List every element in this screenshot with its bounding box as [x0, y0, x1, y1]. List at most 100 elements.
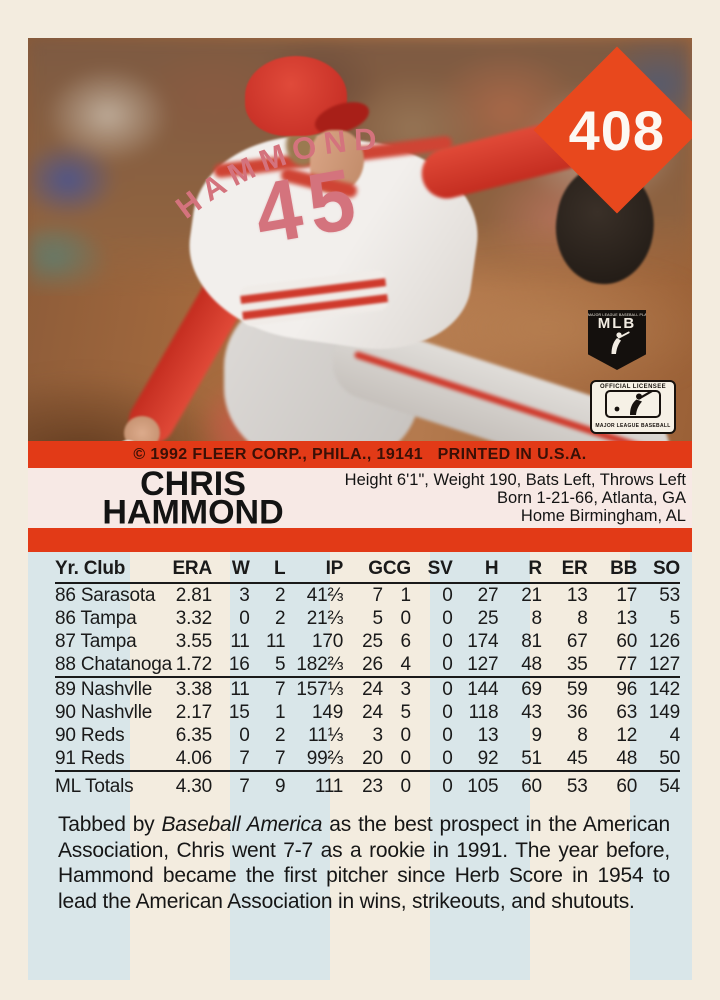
stats-cell: 26 — [343, 653, 383, 678]
red-divider-band — [28, 528, 692, 552]
stats-cell: 8 — [577, 724, 588, 746]
mlb-licensee-logo: OFFICIAL LICENSEE MAJOR LEAGUE BASEBALL — [590, 380, 676, 434]
stats-column-header: SO — [637, 556, 680, 584]
stats-column-header: SV — [410, 556, 453, 584]
stats-column-header: H — [452, 556, 499, 584]
stats-cell: 13 — [566, 584, 588, 606]
stats-cell: 60 — [616, 630, 638, 652]
blurb-segment: Tabbed by — [58, 813, 162, 836]
stats-cell: 27 — [477, 584, 499, 606]
name-band: CHRIS HAMMOND Height 6'1", Weight 190, B… — [28, 464, 692, 530]
stats-row: 86 Tampa 3.32 0 2 21⅔ 5 0 0 25 8 8 13 5 — [55, 607, 680, 630]
stats-cell: 0 — [239, 607, 250, 629]
stats-row: 89 Nashvlle 3.38 11 7 157⅓ 24 3 0 144 69 59 96 142 — [55, 677, 680, 701]
stats-cell: 12 — [616, 724, 638, 746]
stats-row: 87 Tampa 3.55 11 11 170 25 6 0 174 81 67 60 126 — [55, 630, 680, 653]
stats-cell: 41⅔ — [306, 584, 344, 606]
stats-cell: 99⅔ — [285, 747, 343, 772]
stats-cell: 149 — [312, 701, 344, 723]
copyright-text: © 1992 FLEER CORP., PHILA., 19141 PRINTE… — [133, 445, 587, 463]
stats-cell: 3.32 — [175, 607, 212, 629]
stats-cell: 118 — [468, 701, 499, 723]
stats-cell: 9 — [531, 724, 543, 746]
player-bio: Height 6'1", Weight 190, Bats Left, Thro… — [345, 471, 686, 525]
stats-column-header: ERA — [171, 556, 212, 584]
stats-cell: 2 — [274, 607, 286, 629]
stats-cell: 1.72 — [171, 653, 212, 678]
stats-cell: 127 — [637, 653, 680, 678]
stats-cell: 51 — [498, 747, 542, 772]
stats-cell: 25 — [362, 630, 383, 652]
stats-cell: 127 — [452, 653, 499, 678]
stats-cell: 0 — [442, 776, 453, 797]
stats-cell: 54 — [659, 776, 680, 797]
licensee-bottom-text: MAJOR LEAGUE BASEBALL — [595, 423, 671, 429]
stats-cell: 142 — [648, 678, 680, 700]
stats-cell: 23 — [362, 776, 383, 797]
stats-cell: 174 — [467, 630, 499, 652]
stats-cell: 2.17 — [175, 701, 212, 723]
card-number: 408 — [568, 98, 666, 162]
stats-cell: 1 — [274, 701, 286, 723]
stats-cell: 5 — [249, 653, 286, 678]
stats-cell: 86 Tampa — [55, 607, 137, 629]
stats-cell: 157⅓ — [296, 678, 344, 700]
stats-row: 91 Reds 4.06 7 7 99⅔ 20 0 0 92 51 45 48 50 — [55, 747, 680, 772]
stats-cell: 11 — [230, 678, 250, 700]
stats-cell: 182⅔ — [285, 653, 343, 678]
stats-column-header: L — [249, 556, 286, 584]
blurb-segment: as the best prospect in the American Ass… — [58, 813, 670, 913]
stats-cell: 24 — [362, 701, 383, 723]
stats-cell: 67 — [566, 630, 588, 652]
stats-cell: 59 — [566, 678, 588, 700]
stats-cell: 105 — [467, 776, 499, 797]
stats-cell: 0 — [410, 747, 453, 772]
stats-cell: 7 — [274, 678, 286, 700]
stats-cell: 24 — [362, 678, 383, 700]
stats-row: 90 Nashvlle 2.17 15 1 149 24 5 0 118 43 36 63 149 — [55, 701, 680, 724]
stats-column-header: G — [343, 556, 383, 584]
stats-cell: 7 — [372, 584, 383, 606]
stats-cell: 3 — [400, 678, 412, 700]
bio-line-1: Height 6'1", Weight 190, Bats Left, Thro… — [344, 471, 686, 489]
stats-row: 90 Reds 6.35 0 2 11⅓ 3 0 0 13 9 8 12 4 — [55, 724, 680, 747]
stats-cell: 2 — [274, 584, 286, 606]
player-blurb: Tabbed by Baseball America as the best p… — [58, 812, 670, 914]
mlbpa-mlb-text: MLB — [597, 315, 637, 332]
stats-cell: 2.81 — [175, 584, 212, 606]
stats-cell: 13 — [616, 607, 638, 629]
stats-cell: 0 — [382, 747, 411, 772]
stats-cell: 17 — [616, 584, 638, 606]
stats-cell: 60 — [616, 776, 638, 797]
stats-cell: 36 — [566, 701, 588, 723]
stats-cell: 96 — [616, 678, 638, 700]
stats-cell: 8 — [577, 607, 588, 629]
stats-cell: 53 — [566, 776, 588, 797]
stats-totals-row: ML Totals 4.30 7 9 111 23 0 0 105 60 53 60 54 — [55, 771, 680, 802]
stats-cell: 0 — [400, 776, 412, 797]
stats-cell: 7 — [249, 747, 286, 772]
stats-cell: 43 — [521, 701, 542, 723]
stats-cell: 48 — [587, 747, 637, 772]
mlbpa-micro-text: MAJOR LEAGUE BASEBALL PLAYERS — [588, 313, 646, 317]
stats-cell: 7 — [239, 776, 250, 797]
stats-cell: 111 — [314, 776, 344, 797]
stats-cell: 0 — [442, 584, 453, 606]
stats-cell: 4 — [669, 724, 681, 746]
stats-cell: 0 — [239, 724, 250, 746]
stats-column-header: ER — [541, 556, 588, 584]
stats-column-header: IP — [285, 556, 343, 584]
stats-cell: ML Totals — [55, 776, 134, 797]
player-first-name: CHRIS — [140, 464, 246, 504]
stats-cell: 0 — [442, 678, 453, 700]
stats-cell: 170 — [312, 630, 344, 652]
stats-cell: 77 — [587, 653, 637, 678]
stats-column-header: W — [211, 556, 250, 584]
stats-column-header: R — [498, 556, 542, 584]
stats-cell: 2 — [274, 724, 286, 746]
player-photo: HAMMOND 45 408 MAJOR LEAGUE BASEBALL PLA… — [28, 38, 692, 468]
stats-cell: 90 Nashvlle — [55, 701, 153, 723]
bio-line-3: Home Birmingham, AL — [520, 507, 686, 525]
stats-header-row: Yr. Club ERA W L IP G CG SV H R ER BB SO — [55, 556, 680, 584]
stats-cell: 13 — [477, 724, 499, 746]
